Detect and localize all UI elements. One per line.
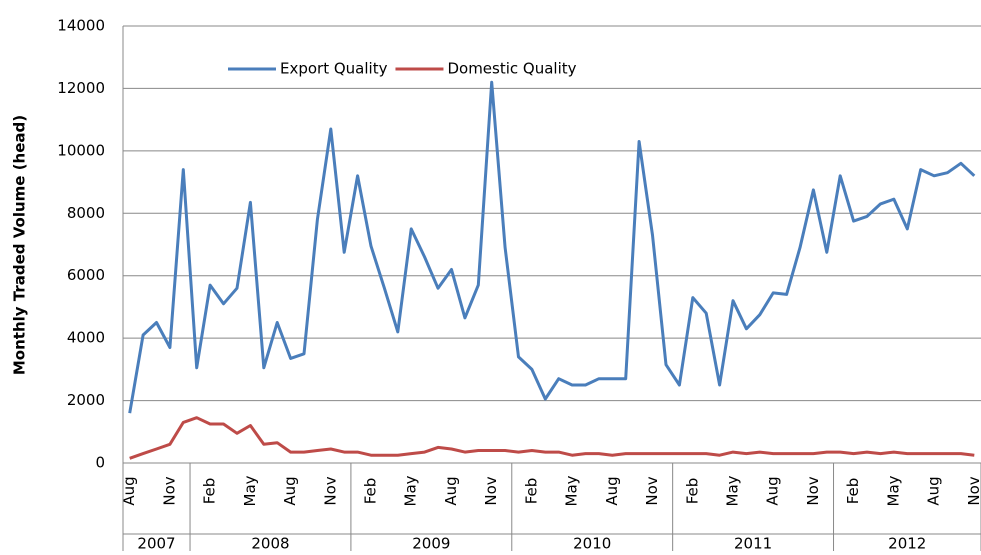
x-tick-label: Nov xyxy=(804,476,822,505)
y-tick-label: 8000 xyxy=(67,204,105,222)
x-tick-label: Aug xyxy=(120,476,138,505)
x-tick-label: Feb xyxy=(362,478,380,505)
x-tick-label: Feb xyxy=(522,478,540,505)
x-tick-label: May xyxy=(241,475,259,506)
year-label: 2012 xyxy=(888,535,926,552)
y-tick-label: 0 xyxy=(95,454,105,472)
x-tick-label: Nov xyxy=(482,476,500,505)
x-tick-label: Aug xyxy=(442,476,460,505)
year-label: 2007 xyxy=(137,535,175,552)
x-tick-label: Nov xyxy=(160,476,178,505)
x-tick-label: Aug xyxy=(603,476,621,505)
x-tick-label: May xyxy=(884,475,902,506)
year-label: 2011 xyxy=(734,535,772,552)
series-line xyxy=(129,416,975,460)
x-tick-label: Feb xyxy=(201,478,219,505)
x-tick-label: May xyxy=(402,475,420,506)
x-tick-label: Feb xyxy=(683,478,701,505)
y-tick-label: 10000 xyxy=(57,141,105,159)
x-tick-label: May xyxy=(563,475,581,506)
x-tick-label: May xyxy=(723,475,741,506)
legend-label: Export Quality xyxy=(280,60,388,78)
x-tick-label: Nov xyxy=(643,476,661,505)
series-line xyxy=(128,80,976,414)
x-tick-label: Nov xyxy=(965,476,981,505)
legend-label: Domestic Quality xyxy=(447,60,576,78)
y-axis-label: Monthly Traded Volume (head) xyxy=(11,115,29,375)
y-tick-label: 2000 xyxy=(67,391,105,409)
x-tick-label: Aug xyxy=(281,476,299,505)
year-label: 2010 xyxy=(573,535,611,552)
x-tick-label: Feb xyxy=(844,478,862,505)
year-label: 2008 xyxy=(251,535,289,552)
y-tick-label: 14000 xyxy=(57,17,105,35)
y-tick-label: 12000 xyxy=(57,79,105,97)
x-tick-label: Aug xyxy=(764,476,782,505)
x-tick-label: Aug xyxy=(925,476,943,505)
x-tick-label: Nov xyxy=(321,476,339,505)
year-label: 2009 xyxy=(412,535,450,552)
y-tick-label: 4000 xyxy=(67,329,105,347)
y-tick-label: 6000 xyxy=(67,266,105,284)
